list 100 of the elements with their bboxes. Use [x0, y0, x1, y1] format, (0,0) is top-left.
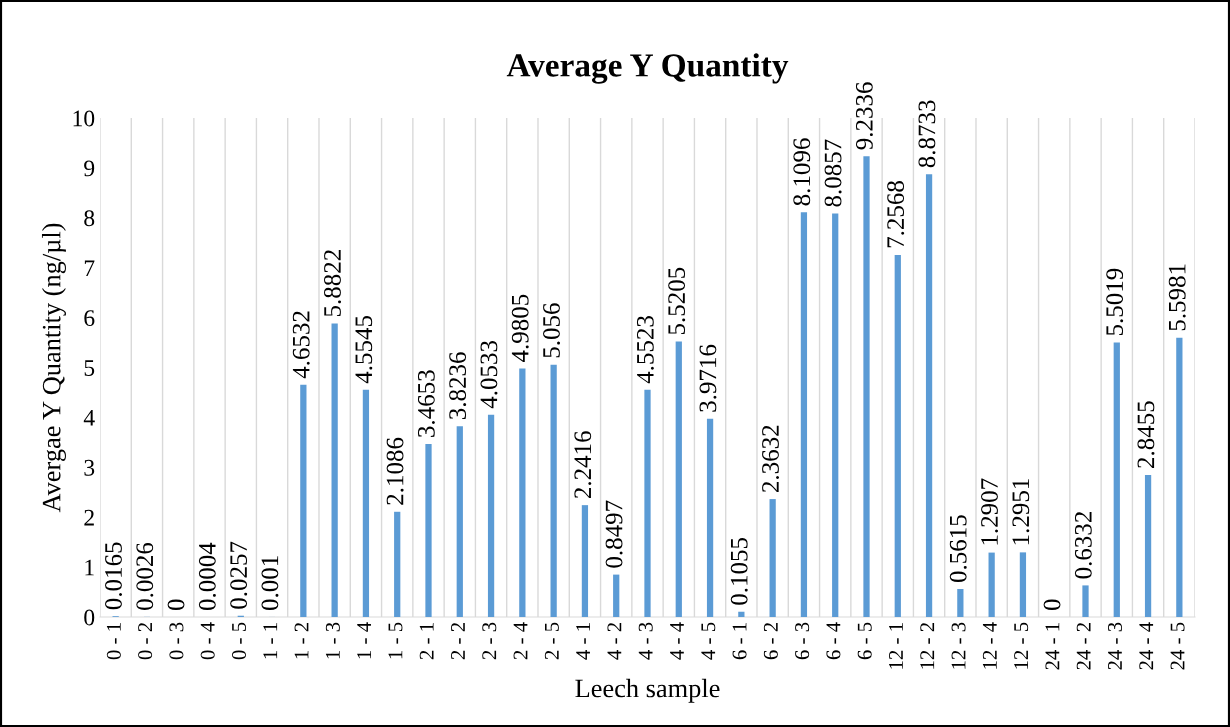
x-tick-label: 6 - 3	[795, 622, 810, 660]
x-tick-label: 2 - 4	[513, 622, 528, 660]
data-label: 0.5615	[949, 515, 967, 583]
data-label: 4.5523	[636, 316, 654, 384]
data-label: 0	[1043, 599, 1061, 611]
data-label: 0.0257	[230, 541, 248, 609]
x-tick-label: 12 - 3	[951, 622, 966, 669]
data-label: 2.8455	[1137, 401, 1155, 468]
x-tick-label: 6 - 1	[732, 623, 747, 660]
y-tick-label: 10	[73, 110, 95, 127]
x-tick-label: 4 - 1	[576, 623, 590, 660]
x-tick-label: 2 - 5	[544, 622, 559, 660]
x-tick-label: 24 - 5	[1170, 622, 1185, 670]
data-label: 0.8497	[605, 500, 623, 568]
data-label: 0.0026	[136, 542, 154, 610]
bar	[487, 414, 495, 617]
x-tick-label: 24 - 3	[1108, 622, 1122, 670]
x-tick-label: 1 - 5	[388, 622, 403, 659]
bar	[362, 389, 370, 617]
data-label: 0	[167, 599, 185, 611]
x-tick-label: 0 - 5	[231, 622, 246, 660]
data-label: 8.8733	[918, 100, 936, 168]
x-tick-label: 2 - 1	[419, 623, 434, 660]
x-tick-label: 1 - 4	[357, 622, 371, 659]
bar	[894, 254, 901, 617]
x-tick-label: 12 - 4	[982, 622, 997, 669]
bar	[300, 384, 307, 617]
bar	[957, 588, 964, 617]
y-tick-label: 8	[84, 210, 95, 227]
data-label: 2.1086	[386, 437, 404, 505]
data-label: 9.2336	[855, 82, 873, 150]
x-tick-label: 12 - 5	[1014, 622, 1029, 669]
data-label: 5.056	[543, 303, 561, 358]
x-tick-label: 6 - 4	[826, 622, 841, 660]
x-tick-label: 4 - 5	[701, 622, 716, 660]
bar	[800, 212, 808, 617]
x-tick-label: 1 - 2	[294, 623, 309, 659]
data-label: 2.3632	[762, 425, 780, 492]
data-label: 3.9716	[699, 344, 717, 412]
y-tick-label: 2	[84, 509, 94, 526]
data-label: 1.2907	[981, 478, 999, 545]
bar	[331, 323, 338, 617]
bar	[550, 364, 557, 617]
data-label: 3.8236	[449, 352, 467, 420]
bar	[456, 426, 463, 617]
bar	[1144, 475, 1152, 617]
x-tick-label: 24 - 4	[1139, 622, 1154, 670]
bar	[863, 156, 870, 617]
bar	[1176, 337, 1183, 617]
data-label: 2.2416	[574, 431, 592, 499]
data-label: 3.4653	[417, 370, 435, 437]
x-tick-label: 6 - 2	[763, 623, 778, 660]
bar	[1113, 342, 1120, 617]
bar	[519, 368, 526, 617]
x-tick-label: 12 - 2	[920, 623, 935, 669]
y-tick-label: 4	[83, 410, 95, 426]
data-label: 5.5205	[668, 267, 686, 335]
data-label: 0.0165	[105, 542, 123, 610]
data-label: 5.5019	[1106, 268, 1124, 336]
data-label: 7.2568	[887, 181, 905, 248]
bar	[425, 444, 432, 617]
data-label: 1.2951	[1012, 479, 1030, 545]
y-axis-title: Avergae Y Quantity (ng/µl)	[41, 223, 66, 513]
x-tick-label: 6 - 5	[857, 622, 872, 660]
x-tick-label: 2 - 2	[451, 623, 465, 660]
chart-title: Average Y Quantity	[506, 53, 789, 84]
x-tick-label: 4 - 2	[607, 623, 622, 660]
y-tick-label: 3	[84, 459, 95, 476]
x-tick-label: 0 - 2	[138, 623, 153, 660]
bar	[738, 611, 745, 617]
x-axis-title: Leech sample	[575, 678, 720, 703]
bar	[1082, 585, 1089, 617]
data-label: 4.0533	[480, 340, 498, 409]
y-tick-label: 7	[84, 260, 95, 276]
bar	[581, 505, 589, 617]
data-label: 4.6532	[292, 311, 310, 379]
bar	[675, 341, 682, 617]
y-tick-label: 9	[84, 160, 95, 177]
x-tick-label: 1 - 1	[263, 623, 278, 659]
y-tick-label: 5	[84, 360, 95, 376]
x-tick-label: 0 - 1	[106, 623, 121, 660]
bar	[613, 574, 620, 617]
data-label: 8.0857	[824, 139, 842, 207]
data-label: 0.1055	[730, 537, 748, 605]
data-label: 5.5981	[1168, 264, 1186, 331]
x-tick-label: 12 - 1	[889, 623, 903, 669]
data-label: 5.8822	[324, 250, 342, 317]
bar	[394, 511, 401, 617]
x-tick-label: 24 - 2	[1076, 623, 1091, 670]
bar	[925, 174, 933, 617]
bar	[644, 389, 651, 617]
bar	[988, 552, 995, 617]
data-label: 4.5545	[355, 315, 373, 384]
y-tick-label: 0	[84, 609, 95, 626]
x-tick-label: 2 - 3	[482, 622, 497, 660]
x-tick-label: 24 - 1	[1045, 623, 1060, 670]
x-tick-label: 4 - 4	[670, 622, 684, 660]
data-label: 0.0004	[198, 542, 216, 611]
y-tick-label: 1	[85, 559, 94, 576]
data-label: 0.001	[261, 556, 279, 611]
